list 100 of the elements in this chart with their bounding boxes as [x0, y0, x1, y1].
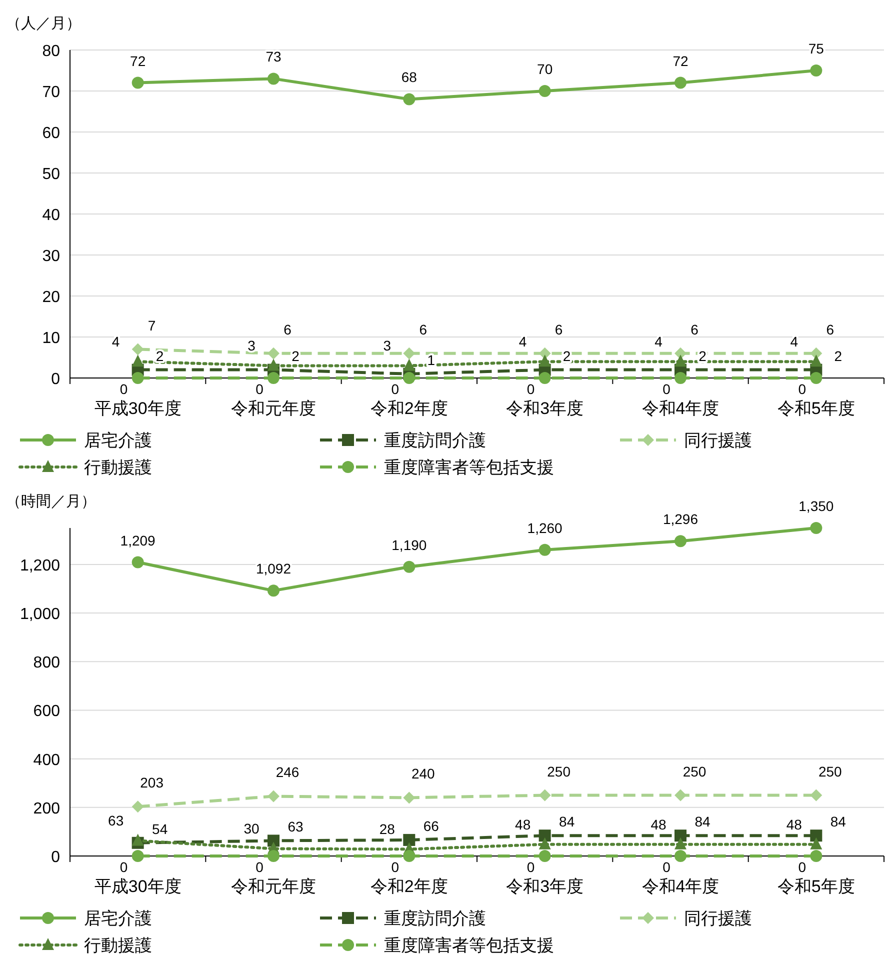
data-label: 2: [698, 348, 707, 364]
data-label: 250: [547, 763, 571, 780]
data-label: 0: [391, 859, 400, 875]
data-label: 1,350: [798, 498, 834, 514]
y-tick-label: 70: [42, 84, 60, 101]
point: [268, 72, 280, 85]
data-label: 54: [152, 820, 168, 837]
data-label: 7: [148, 317, 156, 334]
data-label: 30: [244, 820, 260, 837]
data-label: 75: [808, 40, 824, 56]
y-tick-label: 0: [51, 371, 60, 388]
y-tick-label: 30: [42, 248, 60, 265]
point: [132, 850, 144, 862]
point: [132, 556, 144, 568]
data-label: 3: [248, 338, 256, 354]
data-label: 0: [798, 859, 806, 875]
y-tick-label: 1,200: [20, 557, 60, 574]
point: [810, 789, 822, 802]
data-label: 0: [526, 859, 535, 875]
y-tick-label: 20: [42, 289, 60, 306]
point: [674, 535, 686, 548]
data-label: 48: [650, 816, 666, 832]
data-label: 1,209: [120, 532, 156, 548]
y-tick-label: 200: [33, 800, 60, 818]
point: [403, 372, 416, 384]
point: [810, 850, 822, 862]
data-label: 240: [411, 766, 436, 782]
point: [132, 343, 144, 356]
data-label: 0: [798, 381, 806, 397]
x-tick-label: 令和元年度: [231, 877, 316, 896]
legend-label: 重度障害者等包括支援: [384, 458, 554, 477]
point: [674, 837, 686, 850]
x-tick-label: 令和2年度: [370, 877, 448, 896]
point: [268, 358, 280, 371]
point: [538, 85, 551, 97]
x-tick-label: 令和5年度: [777, 399, 855, 418]
data-label: 4: [790, 334, 798, 350]
data-label: 6: [284, 321, 292, 338]
data-label: 84: [830, 814, 846, 830]
legend-label: 居宅介護: [84, 431, 152, 450]
point: [538, 544, 551, 556]
data-label: 0: [662, 859, 671, 875]
point: [132, 834, 144, 846]
y-tick-label: 40: [42, 207, 60, 224]
data-label: 4: [654, 334, 663, 350]
x-tick-label: 令和5年度: [777, 877, 855, 896]
data-label: 6: [690, 321, 699, 338]
data-label: 0: [256, 859, 264, 875]
data-label: 70: [537, 61, 553, 77]
point: [674, 789, 686, 802]
data-label: 0: [256, 381, 264, 397]
data-label: 2: [834, 348, 842, 364]
point: [132, 800, 144, 813]
point: [810, 830, 822, 842]
data-label: 68: [401, 69, 418, 86]
point: [268, 584, 280, 597]
point: [674, 830, 686, 842]
data-label: 6: [826, 321, 834, 338]
point: [810, 522, 822, 534]
point: [538, 850, 551, 862]
point: [538, 789, 551, 802]
legend-label: 重度障害者等包括支援: [384, 936, 554, 955]
legend-label: 重度訪問介護: [384, 431, 486, 450]
data-label: 0: [526, 381, 535, 397]
x-tick-label: 令和3年度: [506, 877, 584, 896]
point: [268, 790, 280, 802]
data-label: 0: [662, 381, 671, 397]
data-label: 63: [288, 818, 304, 835]
y-axis-title: （人／月）: [6, 15, 81, 32]
x-tick-label: 平成30年度: [94, 877, 182, 896]
data-label: 6: [419, 321, 428, 338]
data-label: 73: [266, 48, 282, 65]
y-tick-label: 10: [42, 330, 60, 347]
x-tick-label: 平成30年度: [94, 399, 182, 418]
y-tick-label: 0: [51, 849, 60, 866]
legend-label: 重度訪問介護: [384, 909, 486, 928]
data-label: 250: [818, 763, 842, 780]
legend-label: 居宅介護: [84, 909, 152, 928]
y-tick-label: 1,000: [20, 606, 60, 624]
point: [132, 76, 144, 89]
point: [268, 372, 280, 384]
point: [403, 834, 416, 846]
point: [538, 354, 551, 367]
point: [674, 354, 686, 367]
point: [268, 834, 280, 847]
data-label: 63: [108, 812, 124, 829]
data-label: 0: [120, 381, 128, 397]
point: [674, 850, 686, 862]
data-label: 6: [554, 321, 563, 338]
data-label: 0: [391, 381, 400, 397]
y-tick-label: 400: [33, 752, 60, 769]
point: [403, 792, 416, 804]
data-label: 2: [562, 348, 571, 364]
point: [403, 358, 416, 371]
point: [132, 354, 144, 367]
point: [538, 837, 551, 850]
point: [268, 850, 280, 862]
point: [810, 354, 822, 367]
x-tick-label: 令和元年度: [231, 399, 316, 418]
data-label: 0: [120, 859, 128, 875]
